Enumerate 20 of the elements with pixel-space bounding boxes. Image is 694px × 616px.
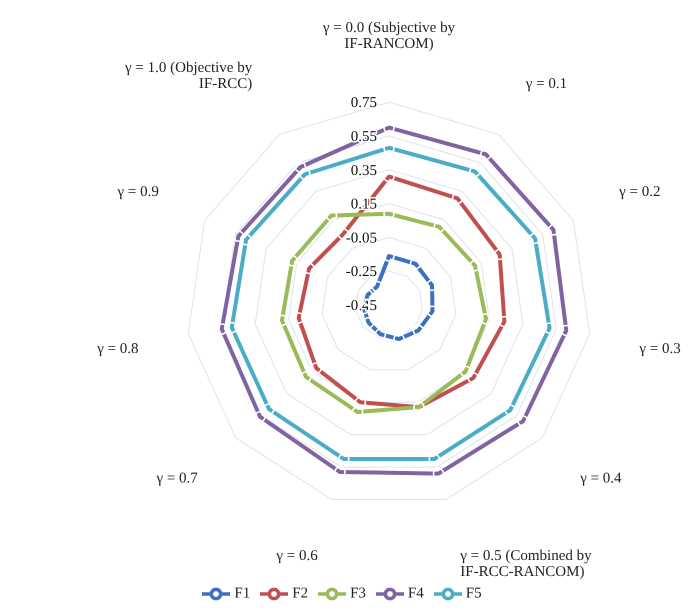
- legend-label: F2: [292, 585, 308, 602]
- spoke-label: γ = 0.2: [618, 184, 660, 200]
- spoke-label: γ = 0.6: [275, 548, 318, 564]
- spoke-label: γ = 0.4: [579, 470, 622, 487]
- spoke-label: γ = 0.5 (Combined by IF-RCC-RANCOM): [459, 548, 592, 580]
- spoke-label: γ = 1.0 (Objective by IF-RCC): [124, 60, 253, 92]
- spoke-label: γ = 0.0 (Subjective by IF-RANCOM): [322, 20, 456, 52]
- spoke-label: γ = 0.3: [638, 341, 681, 358]
- spoke-label: γ = 0.8: [96, 341, 139, 358]
- spoke-label: γ = 0.1: [524, 76, 568, 92]
- legend-label: F4: [408, 585, 424, 602]
- legend-label: F3: [350, 585, 366, 602]
- y-tick-label: -0.25: [346, 264, 377, 280]
- legend-label: F1: [234, 585, 250, 602]
- y-tick-label: -0.05: [346, 230, 377, 246]
- legend-label: F5: [466, 585, 482, 602]
- y-tick-label: 0.75: [350, 95, 377, 112]
- spoke-label: γ = 0.7: [155, 470, 198, 487]
- spoke-label: γ = 0.9: [116, 184, 159, 200]
- y-tick-label: 0.35: [350, 162, 377, 179]
